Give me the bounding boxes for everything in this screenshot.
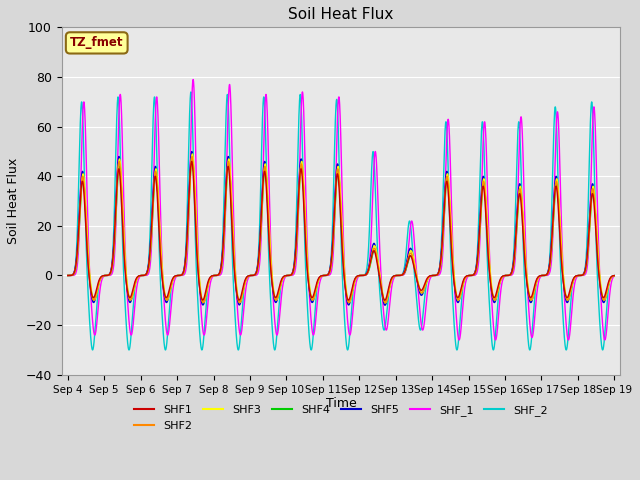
Line: SHF4: SHF4 bbox=[68, 159, 614, 303]
SHF3 bbox=[611, 273, 618, 278]
SHF_2 bbox=[321, 273, 328, 278]
Line: SHF_2: SHF_2 bbox=[68, 92, 614, 350]
SHF4 bbox=[64, 273, 72, 278]
SHF_1 bbox=[611, 273, 618, 279]
SHF_1 bbox=[189, 77, 197, 83]
SHF3 bbox=[381, 300, 389, 306]
SHF_1 bbox=[162, 324, 170, 329]
SHF4 bbox=[611, 273, 618, 278]
SHF4 bbox=[381, 300, 389, 306]
SHF5 bbox=[64, 273, 72, 278]
Line: SHF1: SHF1 bbox=[68, 161, 614, 300]
Line: SHF2: SHF2 bbox=[68, 156, 614, 303]
SHF2 bbox=[611, 273, 618, 278]
Legend: SHF1, SHF2, SHF3, SHF4, SHF5, SHF_1, SHF_2: SHF1, SHF2, SHF3, SHF4, SHF5, SHF_1, SHF… bbox=[130, 401, 552, 435]
SHF_2 bbox=[495, 291, 502, 297]
SHF4 bbox=[321, 273, 328, 278]
SHF1 bbox=[495, 281, 502, 287]
SHF1 bbox=[610, 273, 618, 278]
SHF2 bbox=[188, 154, 196, 159]
SHF3 bbox=[162, 296, 170, 301]
SHF_2 bbox=[453, 347, 461, 353]
Line: SHF5: SHF5 bbox=[68, 152, 614, 305]
SHF_1 bbox=[610, 274, 618, 279]
SHF5 bbox=[610, 273, 618, 278]
SHF2 bbox=[162, 297, 170, 302]
SHF5 bbox=[188, 149, 196, 155]
SHF3 bbox=[321, 273, 328, 278]
Y-axis label: Soil Heat Flux: Soil Heat Flux bbox=[7, 158, 20, 244]
SHF5 bbox=[162, 299, 170, 305]
SHF3 bbox=[189, 151, 196, 157]
Title: Soil Heat Flux: Soil Heat Flux bbox=[289, 7, 394, 22]
SHF_2 bbox=[162, 346, 170, 352]
SHF5 bbox=[611, 273, 618, 278]
SHF4 bbox=[495, 285, 502, 290]
SHF1 bbox=[188, 158, 195, 164]
SHF4 bbox=[188, 156, 196, 162]
SHF2 bbox=[381, 300, 389, 306]
SHF4 bbox=[464, 273, 472, 279]
SHF1 bbox=[611, 273, 618, 278]
SHF_2 bbox=[464, 273, 472, 278]
SHF4 bbox=[610, 273, 618, 279]
SHF_2 bbox=[64, 273, 72, 278]
SHF5 bbox=[321, 273, 328, 278]
Line: SHF3: SHF3 bbox=[68, 154, 614, 303]
SHF_1 bbox=[463, 275, 471, 280]
SHF_1 bbox=[492, 337, 499, 343]
SHF3 bbox=[495, 286, 502, 291]
SHF5 bbox=[381, 302, 388, 308]
SHF2 bbox=[610, 273, 618, 278]
X-axis label: Time: Time bbox=[326, 397, 356, 410]
Line: SHF_1: SHF_1 bbox=[68, 80, 614, 340]
SHF_1 bbox=[321, 273, 328, 278]
SHF_2 bbox=[611, 273, 618, 278]
SHF3 bbox=[433, 272, 441, 277]
SHF5 bbox=[495, 284, 502, 290]
SHF3 bbox=[64, 273, 72, 278]
SHF2 bbox=[495, 284, 502, 289]
SHF_2 bbox=[433, 272, 441, 278]
SHF4 bbox=[433, 272, 441, 278]
SHF1 bbox=[162, 295, 170, 300]
SHF1 bbox=[64, 273, 72, 278]
SHF4 bbox=[162, 296, 170, 302]
SHF2 bbox=[64, 273, 72, 278]
SHF1 bbox=[464, 273, 472, 278]
SHF3 bbox=[610, 273, 618, 279]
SHF3 bbox=[464, 273, 472, 279]
SHF5 bbox=[464, 273, 472, 279]
SHF2 bbox=[321, 273, 328, 278]
SHF_1 bbox=[495, 313, 502, 319]
SHF_1 bbox=[433, 273, 441, 278]
Text: TZ_fmet: TZ_fmet bbox=[70, 36, 124, 49]
SHF_2 bbox=[187, 89, 195, 95]
SHF1 bbox=[381, 298, 388, 303]
SHF2 bbox=[464, 273, 472, 279]
SHF1 bbox=[321, 273, 328, 278]
SHF1 bbox=[433, 272, 441, 277]
SHF5 bbox=[433, 271, 441, 277]
SHF_1 bbox=[64, 273, 72, 278]
SHF_2 bbox=[610, 273, 618, 278]
SHF2 bbox=[433, 272, 441, 277]
